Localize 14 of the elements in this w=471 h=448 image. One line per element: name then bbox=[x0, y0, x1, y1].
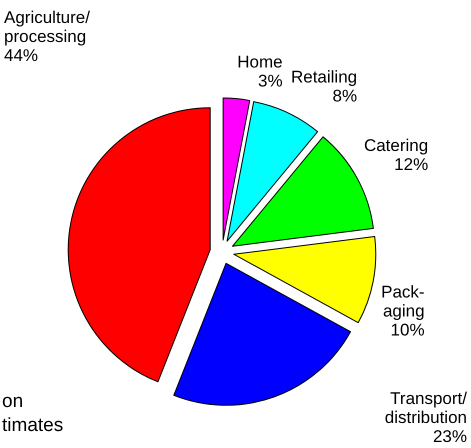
data-label: 12% bbox=[394, 154, 428, 174]
text: timates bbox=[2, 415, 64, 436]
slice-label: Catering bbox=[364, 136, 428, 155]
text: on bbox=[2, 391, 24, 412]
data-label: 23% bbox=[432, 427, 467, 446]
slice-label: Transport/ distribution bbox=[384, 389, 468, 427]
data-label: 44% bbox=[4, 46, 38, 65]
slice-label: Pack- aging bbox=[381, 282, 425, 320]
data-label: 3% bbox=[258, 72, 283, 91]
data-label: 8% bbox=[332, 86, 358, 106]
data-label: 10% bbox=[390, 320, 425, 340]
slice-label: Home bbox=[237, 52, 283, 72]
slice-label: Retailing bbox=[290, 67, 358, 86]
slice-label: Agriculture/ processing bbox=[4, 8, 90, 46]
